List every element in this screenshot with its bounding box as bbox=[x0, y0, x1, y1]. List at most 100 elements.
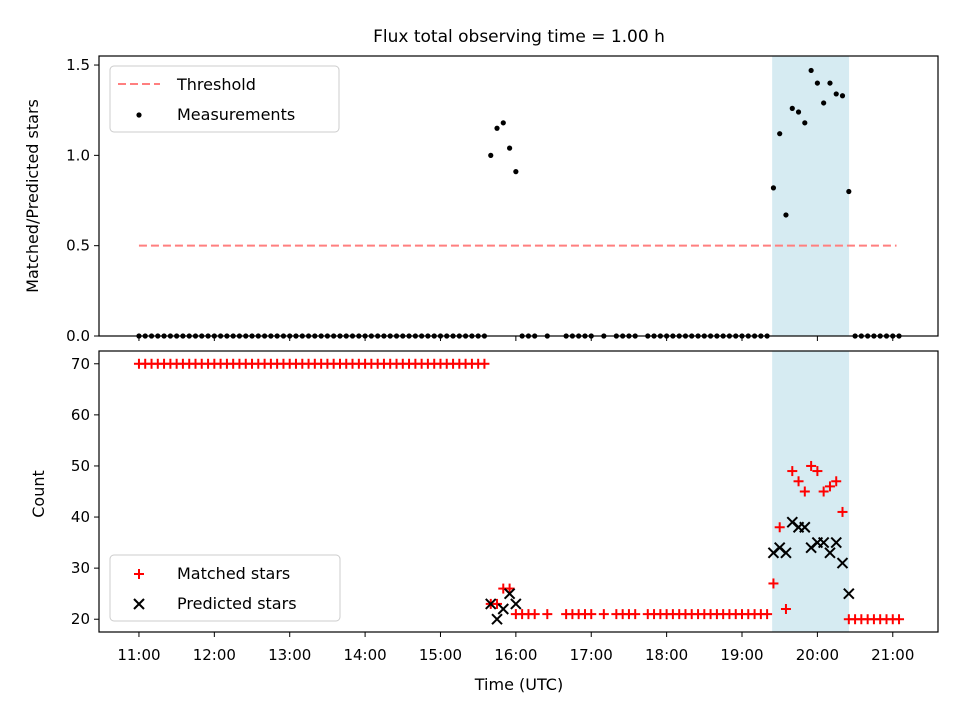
matched-star-marker bbox=[774, 522, 785, 533]
measurement-point bbox=[494, 125, 500, 131]
matched-star-marker bbox=[894, 614, 905, 625]
matched-star-marker bbox=[504, 583, 515, 594]
measurement-point bbox=[833, 91, 839, 97]
matched-star-marker bbox=[837, 506, 848, 517]
bottom-axes-frame bbox=[98, 350, 939, 633]
matched-star-marker bbox=[806, 460, 817, 471]
predicted-star-markers bbox=[485, 516, 855, 625]
measurement-point bbox=[814, 80, 820, 86]
x-tick-label: 21:00 bbox=[871, 646, 914, 664]
x-tick-label: 18:00 bbox=[645, 646, 688, 664]
legend-predicted-label: Predicted stars bbox=[177, 594, 297, 613]
x-tick-label: 19:00 bbox=[720, 646, 763, 664]
x-tick-label: 15:00 bbox=[419, 646, 462, 664]
measurement-point bbox=[802, 120, 808, 126]
measurement-point bbox=[507, 145, 513, 151]
measurement-point bbox=[777, 131, 783, 137]
bottom-legend: Matched stars Predicted stars bbox=[109, 554, 341, 622]
top-y-axis-label: Matched/Predicted stars bbox=[23, 99, 42, 293]
measurement-point bbox=[500, 120, 506, 126]
legend-measurement-swatch bbox=[136, 112, 142, 118]
matched-star-marker bbox=[793, 476, 804, 487]
bottom-y-axis-label: Count bbox=[29, 470, 48, 518]
matched-star-marker bbox=[598, 609, 609, 620]
measurement-point bbox=[789, 105, 795, 111]
matched-star-marker bbox=[780, 604, 791, 615]
matched-star-marker bbox=[812, 466, 823, 477]
bottom-x-ticks: 11:00 12:00 13:00 14:00 15:00 16:00 17:00 18:00… bbox=[117, 632, 914, 664]
x-tick-label: 16:00 bbox=[494, 646, 537, 664]
legend-predicted-marker bbox=[133, 598, 145, 610]
predicted-star-marker bbox=[780, 547, 792, 559]
x-tick-label: 14:00 bbox=[343, 646, 386, 664]
matched-star-marker bbox=[824, 481, 835, 492]
matched-star-marker bbox=[787, 466, 798, 477]
measurement-point bbox=[770, 185, 777, 191]
x-axis-label: Time (UTC) bbox=[474, 675, 563, 694]
x-tick-label: 20:00 bbox=[796, 646, 839, 664]
matched-star-marker bbox=[542, 609, 553, 620]
predicted-star-marker bbox=[836, 557, 849, 569]
measurement-point bbox=[513, 169, 519, 175]
predicted-star-marker bbox=[830, 536, 842, 549]
top-axes-frame bbox=[98, 55, 939, 337]
predicted-star-marker bbox=[491, 613, 503, 625]
top-legend: Threshold Measurements bbox=[109, 65, 340, 133]
top-y-tick-label: 1.5 bbox=[66, 56, 90, 74]
measurement-point bbox=[488, 152, 494, 158]
predicted-star-marker bbox=[510, 598, 522, 610]
top-y-tick-label: 0.5 bbox=[66, 237, 90, 255]
matched-star-marker bbox=[492, 598, 503, 609]
predicted-star-marker bbox=[497, 603, 509, 615]
predicted-star-marker bbox=[485, 598, 497, 610]
predicted-star-marker bbox=[503, 587, 516, 600]
top-y-tick-label: 1.0 bbox=[66, 146, 90, 164]
matched-star-marker bbox=[529, 609, 540, 620]
bottom-y-tick-label: 50 bbox=[71, 457, 90, 475]
measurement-point bbox=[808, 67, 814, 74]
matched-star-marker bbox=[799, 486, 810, 497]
matched-star-marker bbox=[630, 609, 641, 620]
predicted-star-marker bbox=[799, 521, 811, 533]
predicted-star-marker bbox=[843, 587, 855, 600]
bottom-y-tick-label: 60 bbox=[71, 406, 90, 424]
bottom-y-ticks: 20 30 40 50 60 70 bbox=[71, 355, 99, 628]
measurement-point bbox=[846, 188, 852, 195]
matched-star-marker bbox=[762, 609, 773, 620]
matched-star-marker bbox=[818, 486, 829, 497]
x-tick-label: 13:00 bbox=[268, 646, 311, 664]
matched-star-marker bbox=[768, 578, 779, 589]
measurement-point bbox=[821, 100, 827, 106]
measurement-point bbox=[827, 80, 833, 86]
matched-star-marker bbox=[479, 358, 490, 369]
matched-star-marker bbox=[586, 609, 597, 620]
top-highlight-span bbox=[772, 56, 850, 336]
bottom-y-tick-label: 30 bbox=[71, 559, 90, 577]
legend-matched-swatch bbox=[134, 569, 144, 579]
x-tick-label: 12:00 bbox=[193, 646, 236, 664]
legend-matched-marker bbox=[134, 569, 144, 579]
legend-predicted-swatch bbox=[133, 598, 145, 610]
x-tick-label: 11:00 bbox=[117, 646, 160, 664]
matched-star-marker bbox=[831, 476, 842, 487]
top-y-ticks: 0.0 0.5 1.0 1.5 bbox=[66, 56, 99, 345]
legend-measurements-label: Measurements bbox=[177, 105, 295, 124]
legend-matched-label: Matched stars bbox=[177, 564, 290, 583]
measurement-point bbox=[795, 109, 802, 115]
bottom-y-tick-label: 70 bbox=[71, 355, 90, 373]
bottom-y-tick-label: 20 bbox=[71, 610, 90, 628]
predicted-star-marker bbox=[817, 536, 830, 549]
predicted-star-marker bbox=[824, 547, 836, 559]
ratio-panel: 0.0 0.5 1.0 1.5 Matched/Predicted stars Thr… bbox=[23, 55, 939, 345]
count-panel: 20 30 40 50 60 70 11:00 12:00 13:00 14:00 15:00 16… bbox=[29, 350, 939, 694]
legend-threshold-label: Threshold bbox=[176, 75, 256, 94]
top-y-tick-label: 0.0 bbox=[66, 327, 90, 345]
matched-star-markers bbox=[133, 358, 905, 625]
measurement-point bbox=[839, 93, 846, 99]
chart-title: Flux total observing time = 1.00 h bbox=[373, 27, 665, 47]
bottom-highlight-span bbox=[772, 351, 850, 632]
bottom-y-tick-label: 40 bbox=[71, 508, 90, 526]
x-tick-label: 17:00 bbox=[570, 646, 613, 664]
measurement-point bbox=[783, 212, 789, 218]
